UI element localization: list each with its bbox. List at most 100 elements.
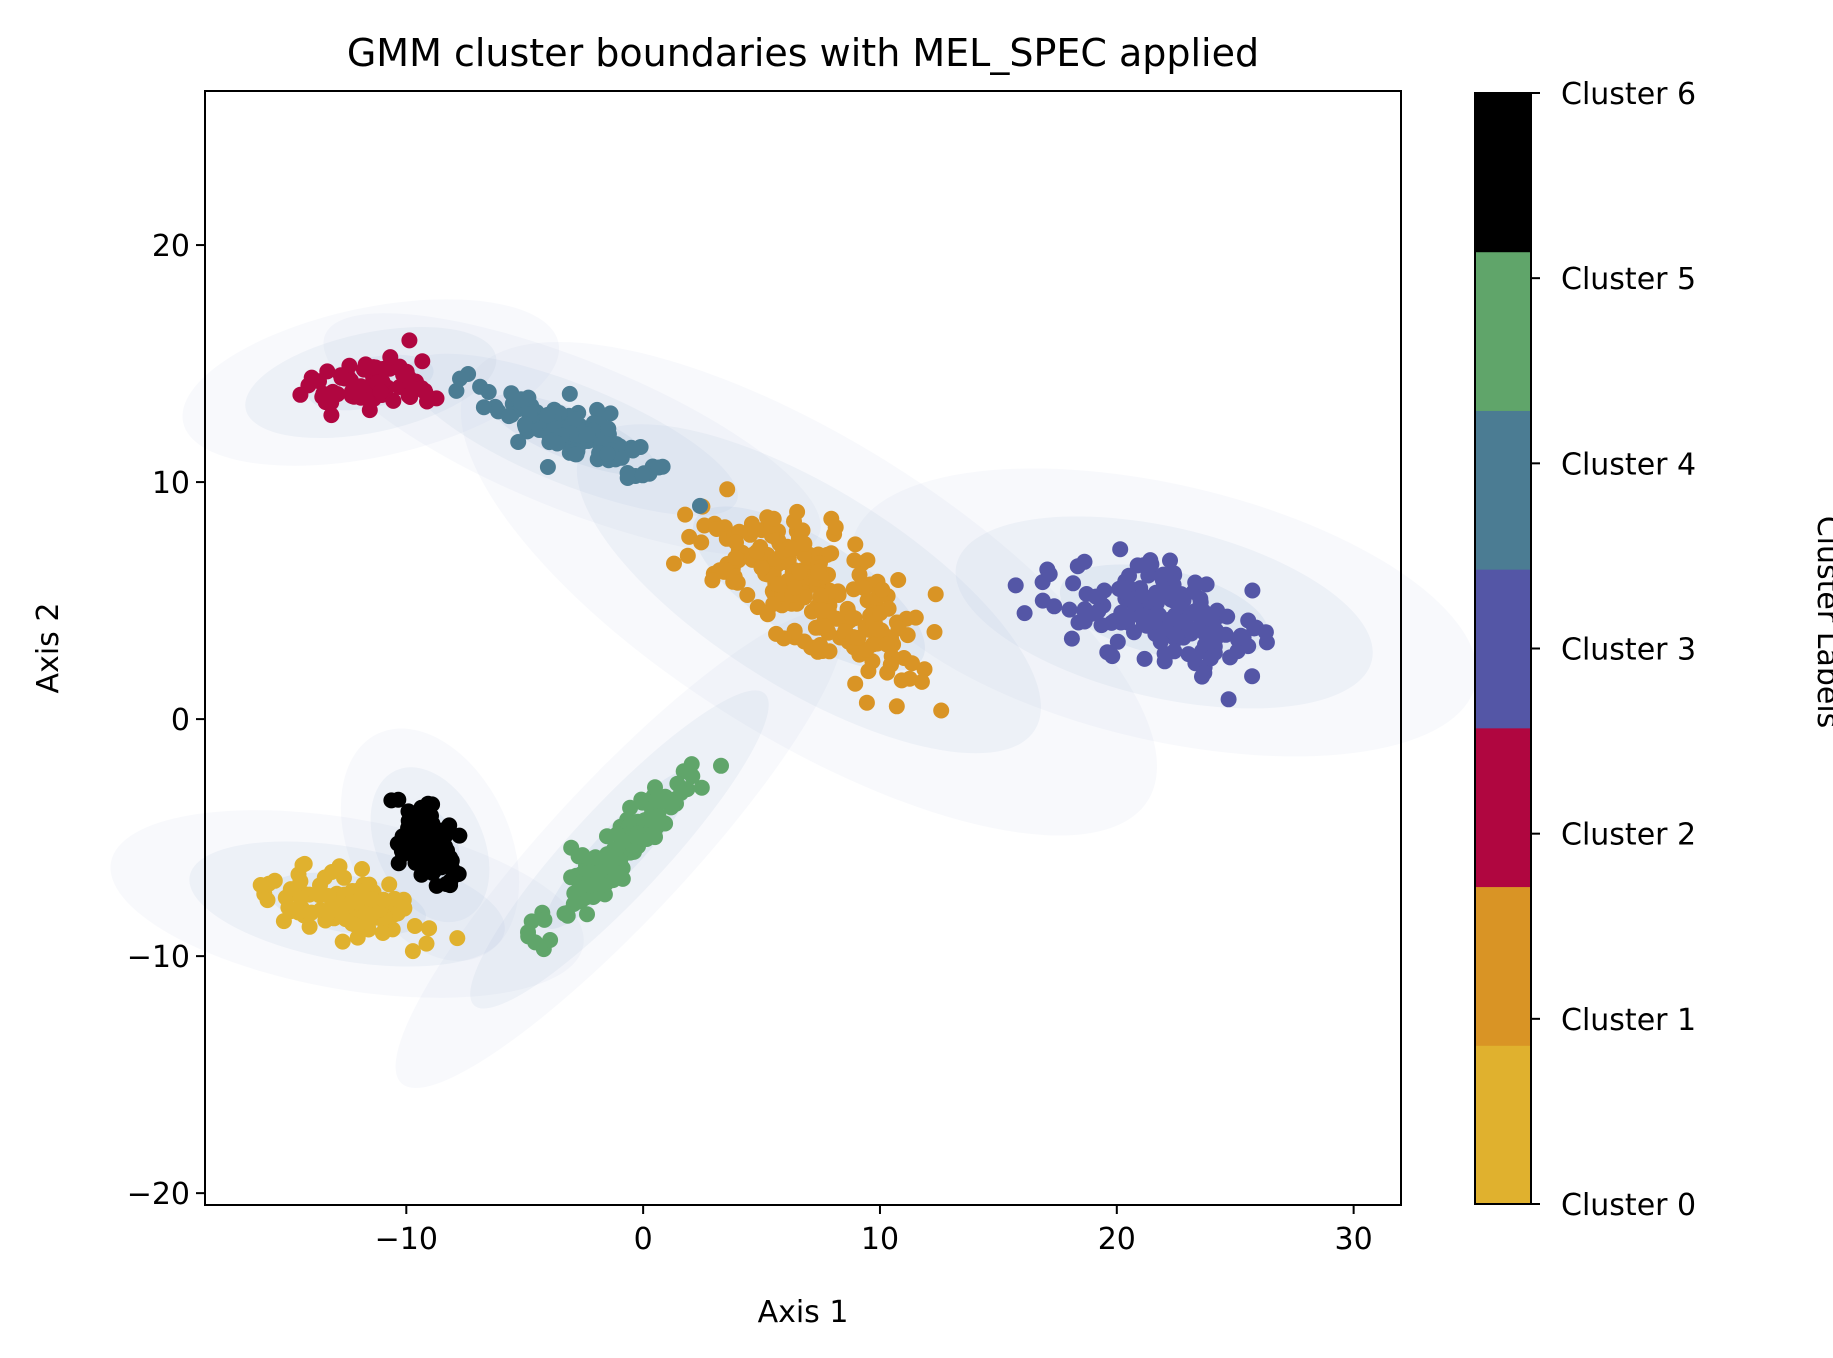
data-point <box>520 928 537 945</box>
data-point <box>410 832 427 848</box>
plot-frame <box>204 90 1402 1206</box>
data-point <box>642 808 659 825</box>
data-point <box>510 434 527 450</box>
data-point <box>414 353 431 370</box>
data-point <box>1146 613 1163 630</box>
data-point <box>1192 609 1209 626</box>
data-point <box>390 855 407 872</box>
data-point <box>770 576 787 593</box>
data-point <box>916 661 933 678</box>
data-point <box>348 917 365 934</box>
data-point <box>713 757 729 774</box>
x-tick-label: 30 <box>1335 1222 1373 1257</box>
data-point <box>814 602 831 619</box>
data-point <box>684 768 701 785</box>
data-point <box>901 670 918 687</box>
data-point <box>417 384 434 401</box>
data-point <box>1112 541 1129 558</box>
data-point <box>859 552 876 569</box>
data-point <box>681 528 698 545</box>
data-point <box>389 835 406 852</box>
data-point <box>933 702 950 719</box>
data-point <box>591 863 608 880</box>
data-point <box>354 861 370 877</box>
data-point <box>926 624 943 640</box>
colorbar-segment <box>1475 93 1531 253</box>
colorbar-tick-label: Cluster 0 <box>1561 1188 1696 1223</box>
x-axis-ticks: −10 0 10 20 30 <box>375 1205 1373 1257</box>
data-point <box>1166 643 1183 660</box>
colorbar-segment <box>1475 251 1531 411</box>
data-point <box>858 694 875 711</box>
data-point <box>1220 691 1237 708</box>
data-point <box>601 848 618 865</box>
data-point <box>292 890 309 907</box>
data-point <box>589 401 606 418</box>
data-point <box>252 877 269 893</box>
data-point <box>1162 552 1178 569</box>
data-point <box>382 349 399 366</box>
data-point <box>1065 575 1082 592</box>
data-point <box>402 389 419 405</box>
data-point <box>513 391 529 408</box>
y-tick-label: 0 <box>171 703 190 738</box>
data-point <box>696 517 713 534</box>
data-point <box>349 929 366 946</box>
data-point <box>888 698 905 715</box>
data-point <box>812 637 829 653</box>
data-point <box>633 791 650 808</box>
data-point <box>472 378 489 395</box>
data-point <box>1083 605 1100 622</box>
data-point <box>348 893 365 910</box>
data-point <box>844 609 861 626</box>
data-point <box>539 407 556 424</box>
data-point <box>693 534 710 551</box>
data-point <box>784 540 801 557</box>
data-point <box>574 847 591 864</box>
data-point <box>677 506 694 523</box>
colorbar-segment <box>1475 727 1531 888</box>
y-tick-label: −10 <box>127 940 190 975</box>
data-point <box>599 446 616 462</box>
data-point <box>487 398 504 415</box>
data-point <box>294 857 311 873</box>
data-point <box>404 943 421 960</box>
data-point <box>1162 611 1179 628</box>
data-point <box>812 587 829 604</box>
data-point <box>292 873 309 890</box>
data-point <box>890 620 907 637</box>
data-point <box>1204 632 1221 649</box>
x-tick-label: 20 <box>1098 1222 1136 1257</box>
data-point <box>266 872 283 889</box>
data-point <box>420 795 437 812</box>
data-point <box>634 467 651 484</box>
data-point <box>475 399 492 416</box>
data-point <box>787 579 803 596</box>
data-point <box>421 920 438 937</box>
data-point <box>768 625 785 642</box>
data-point <box>442 877 459 894</box>
data-point <box>425 832 442 849</box>
data-point <box>1244 582 1261 599</box>
data-point <box>1039 561 1056 578</box>
data-point <box>796 633 813 650</box>
data-point <box>396 899 413 916</box>
data-point <box>430 849 447 866</box>
data-point <box>1016 605 1033 622</box>
data-point <box>587 849 604 866</box>
data-point <box>1134 587 1151 604</box>
data-point <box>452 370 468 387</box>
data-point <box>1155 566 1172 583</box>
data-point <box>1119 614 1136 631</box>
data-point <box>1175 613 1192 630</box>
data-point <box>1180 646 1197 663</box>
data-point <box>448 382 465 399</box>
data-point <box>879 664 896 681</box>
data-point <box>372 383 389 400</box>
y-tick-label: 10 <box>152 466 190 501</box>
data-point <box>561 385 578 402</box>
data-point <box>593 877 610 893</box>
data-point <box>602 405 619 422</box>
data-point <box>449 930 466 947</box>
